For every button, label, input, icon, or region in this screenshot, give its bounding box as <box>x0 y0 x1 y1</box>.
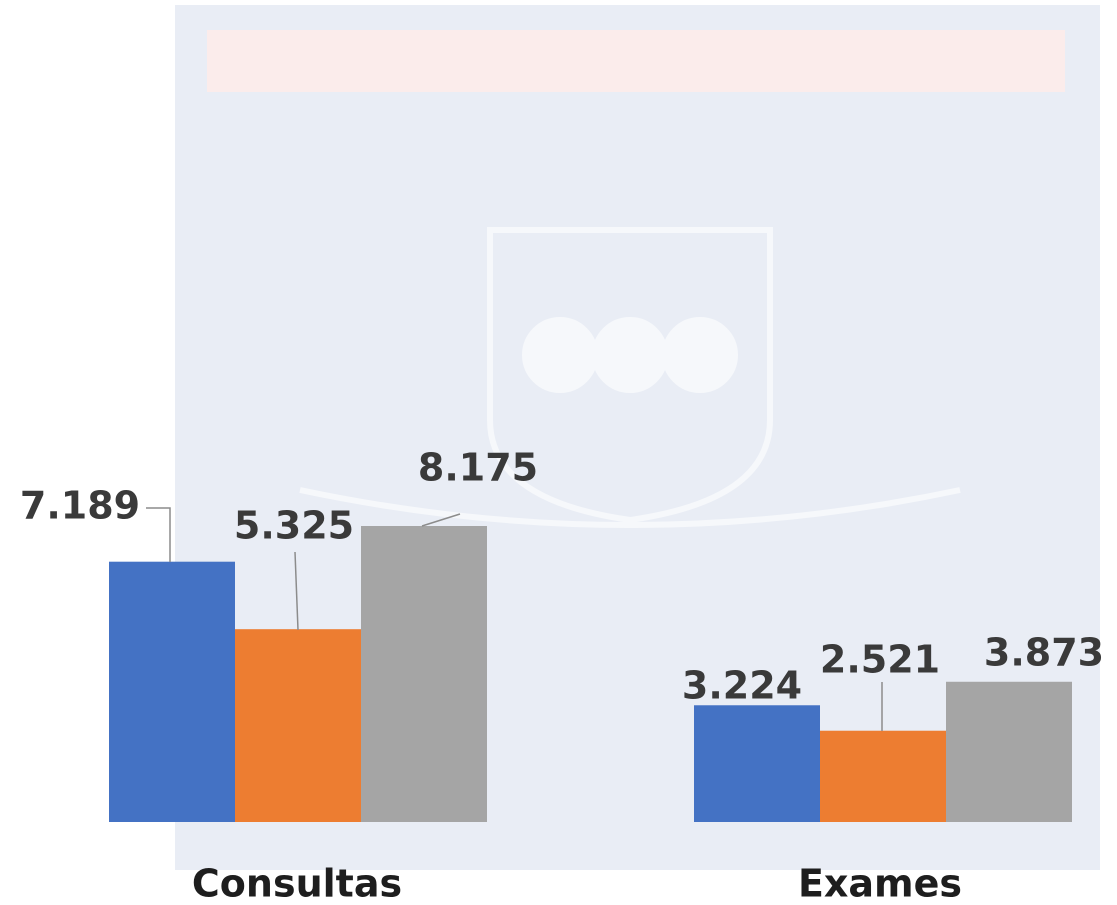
value-label: 3.224 <box>682 664 802 708</box>
watermark-band <box>207 30 1065 92</box>
bar <box>694 705 820 822</box>
value-label: 8.175 <box>418 446 538 490</box>
x-tick-label: Exames <box>798 862 962 905</box>
bar <box>820 731 946 822</box>
value-label: 5.325 <box>234 504 354 548</box>
value-label: 7.189 <box>20 484 140 528</box>
bar <box>946 682 1072 822</box>
chart: 7.189 3.224 5.325 2.521 8.175 3.873 Consultas E… <box>0 0 1117 905</box>
bar <box>361 526 487 822</box>
leader-line <box>146 508 170 562</box>
value-label: 3.873 <box>984 631 1104 675</box>
value-label: 2.521 <box>820 638 940 682</box>
x-tick-label: Consultas <box>192 862 402 905</box>
bar <box>109 562 235 822</box>
bar <box>235 629 361 822</box>
